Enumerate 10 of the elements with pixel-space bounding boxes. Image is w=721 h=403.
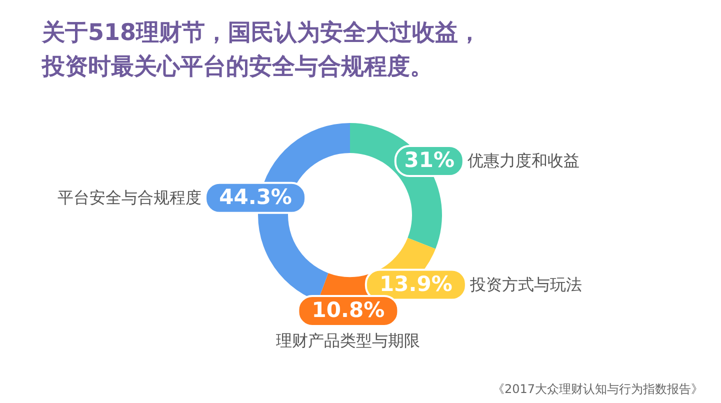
slice-label: 理财产品类型与期限 <box>276 330 420 350</box>
chart-title: 关于518理财节，国民认为安全大过收益，投资时最关心平台的安全与合规程度。 <box>41 19 482 80</box>
slice-label: 投资方式与玩法 <box>468 274 582 294</box>
data-label: 13.9% <box>380 272 452 296</box>
data-label: 44.3% <box>219 184 292 209</box>
data-label: 10.8% <box>312 298 385 322</box>
data-label: 31% <box>404 148 455 172</box>
slice-label: 平台安全与合规程度 <box>58 188 202 207</box>
text: 《2017大众理财认知与行为指数报告》 <box>492 382 703 396</box>
legend-label: 优惠力度和收益 <box>467 151 580 170</box>
